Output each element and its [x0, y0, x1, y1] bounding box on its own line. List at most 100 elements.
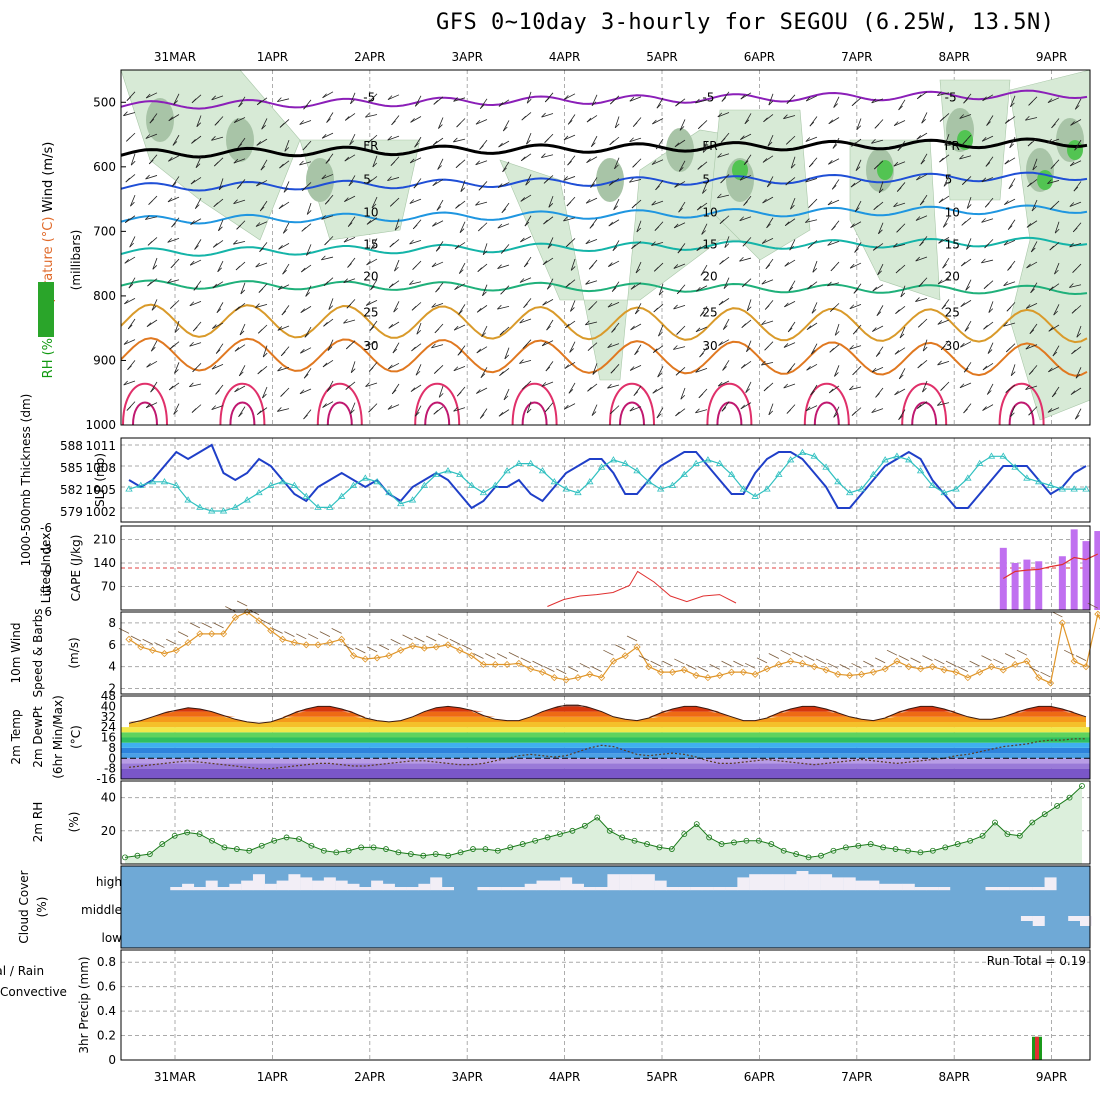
wind-barb — [299, 161, 312, 166]
wind-barb-flag — [502, 167, 507, 173]
wind-barb-flag — [786, 409, 792, 414]
wind-barb-10m — [508, 652, 520, 658]
wind-barb-flag — [1029, 329, 1035, 334]
cloud-high-bar — [831, 877, 844, 891]
rh2m-point — [320, 847, 327, 854]
cloud-high-bar — [843, 877, 856, 891]
wind-barb-flag — [724, 243, 730, 248]
dewpt-ylabel: 2m DewPt — [31, 706, 45, 768]
wind-barb-flag — [167, 197, 173, 203]
wind-barb-flag — [1028, 370, 1034, 375]
precip-ylabel-conv: Convective — [0, 985, 67, 999]
wind-barb-flag — [129, 242, 134, 248]
run-total-label: Run Total = 0.19 — [987, 954, 1086, 968]
wind-barb — [828, 117, 840, 125]
wind-barb-flag — [1072, 268, 1077, 273]
wind-barb — [261, 118, 268, 130]
wind-barb — [920, 153, 928, 165]
wind-barb-flag — [123, 340, 129, 345]
rh2m-point — [805, 854, 812, 861]
wind-barb — [306, 244, 312, 256]
wind-barb-flag — [235, 306, 240, 311]
thickness-point — [1035, 478, 1043, 485]
isotherm-25 — [121, 303, 1088, 344]
wind-barb-flag — [151, 305, 157, 311]
wind-barb — [458, 262, 466, 274]
date-label-bottom: 31MAR — [154, 1070, 196, 1084]
wind-barb-flag — [567, 120, 573, 125]
isotherm-label: FR — [363, 139, 378, 153]
wind-barb — [811, 302, 818, 314]
wind-barb-flag — [699, 311, 705, 317]
thickness-tick: 582 — [60, 483, 83, 497]
wind-barb — [480, 367, 488, 378]
wind-barb — [475, 119, 488, 125]
wind-barb-10m — [296, 633, 307, 640]
wind-barb-flag — [434, 369, 439, 374]
wind-barb-flag — [347, 263, 352, 268]
cloud-units: (%) — [35, 897, 49, 918]
wind-barb — [1010, 364, 1016, 376]
isotherm-35-loop — [998, 382, 1045, 425]
wind-speed-point — [668, 668, 677, 676]
wind-barb-flag — [1069, 161, 1075, 167]
wind-barb — [1069, 284, 1082, 288]
wind-barb — [1076, 325, 1082, 338]
date-label-bottom: 8APR — [938, 1070, 969, 1084]
wind-barb — [568, 382, 576, 394]
wind-barb — [431, 344, 444, 349]
wind-barb-flag — [919, 241, 924, 247]
wind-barb-flag — [654, 226, 660, 231]
wind-barb-flag — [700, 271, 706, 276]
isotherm-label: 5 — [945, 172, 953, 186]
wind-barb — [233, 117, 246, 123]
wind-barb-flag — [1071, 349, 1076, 355]
precip-units: 3hr Precip (mm) — [77, 956, 91, 1053]
wind-barb-flag — [786, 140, 791, 145]
wind-barb-flag — [937, 279, 943, 285]
wind-barb-flag — [171, 182, 177, 187]
wind-barb — [546, 278, 554, 290]
wind-barb-flag — [148, 159, 154, 165]
wind-barb-flag — [482, 250, 488, 256]
wind-barb — [651, 242, 664, 246]
wind-barb-flag — [761, 239, 767, 244]
wind-barb-flag — [547, 244, 553, 249]
wind-barb-flag — [740, 404, 746, 410]
wind-barb — [855, 159, 862, 171]
wind-barb-flag — [255, 303, 260, 308]
wind-barb-flag — [783, 114, 788, 119]
cloud-high-bar — [713, 887, 726, 891]
wind-barb — [365, 382, 378, 387]
cape-tick: 70 — [101, 579, 116, 593]
wind-barb — [563, 217, 576, 222]
wind-barb — [695, 99, 708, 104]
wind-speed-point — [751, 670, 759, 678]
wind-barb-flag — [871, 98, 876, 104]
wind-barb-flag — [215, 349, 221, 354]
wind-barb-flag — [851, 142, 856, 147]
wind-barb-flag — [237, 143, 243, 149]
wind-barb-flag — [787, 368, 792, 374]
rh2m-point — [134, 852, 141, 859]
wind-barb-flag — [874, 164, 879, 170]
thickness-point — [739, 485, 748, 492]
wind-barb-flag — [878, 188, 884, 194]
wind-barb — [194, 197, 202, 209]
wind-barb — [740, 402, 752, 410]
cloud-mid-bar — [1020, 916, 1033, 921]
wind-barb-flag — [453, 325, 459, 331]
cloud-high-bar — [524, 883, 537, 891]
date-label-top: 4APR — [549, 50, 580, 64]
wind-barb-flag — [499, 330, 505, 336]
wind-barb — [922, 380, 928, 393]
rh2m-point — [917, 849, 924, 856]
wind-barb-flag — [1003, 240, 1009, 246]
isotherm-label: 10 — [945, 205, 960, 219]
wind-barb-flag — [1069, 202, 1075, 207]
wind-barb — [1069, 201, 1082, 207]
cloud-high-bar — [855, 880, 868, 891]
rh2m-point — [407, 851, 414, 857]
wind-barb-flag — [299, 160, 304, 166]
dewpoint-line — [128, 738, 1086, 770]
